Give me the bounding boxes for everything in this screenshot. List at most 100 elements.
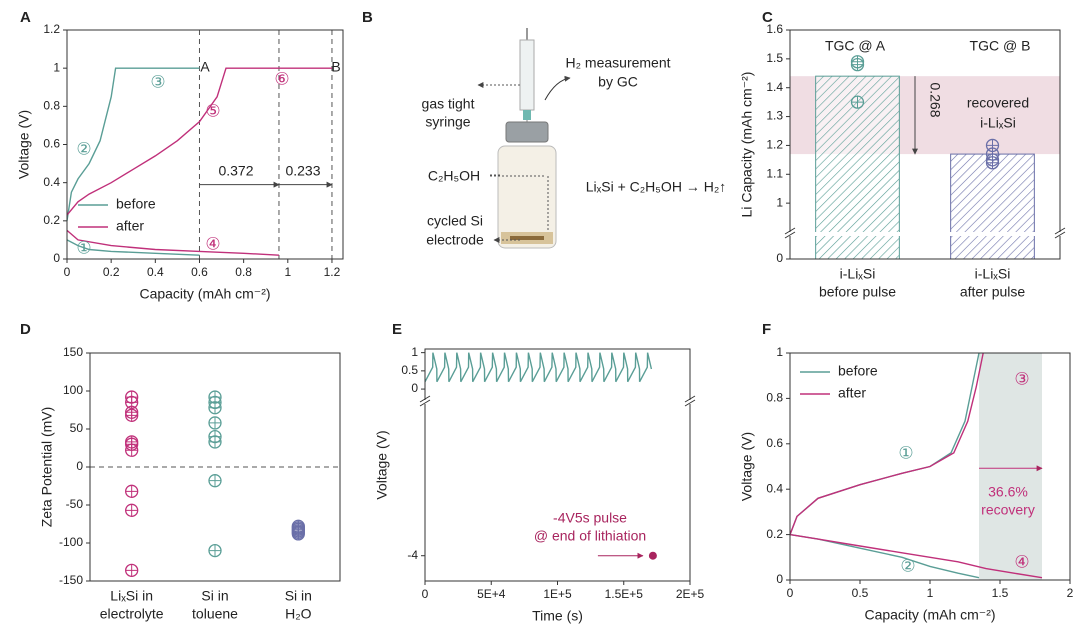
vial-cap — [505, 121, 549, 143]
axis-break-mark — [419, 395, 431, 407]
panel-c: C 0 1 1.1 1.2 1.3 1.4 1.5 1.6 Li Capacity (mAh cm… — [739, 9, 1066, 300]
y-tick-label: 1.6 — [766, 22, 783, 36]
y-tick-label: 1.5 — [766, 51, 783, 65]
x-tick-label: 0 — [422, 587, 429, 601]
shaded-region — [979, 353, 1042, 580]
panel-e: E -4 0 0.5 1 Voltage (V) 0 5E+4 1E+5 1.5E+5 2E+5 Ti… — [374, 321, 705, 624]
marker-cross — [125, 409, 138, 422]
legend-label: before — [116, 196, 156, 212]
marker-cross — [125, 444, 138, 457]
annotation: ④ — [1014, 552, 1029, 571]
data-point — [985, 156, 1000, 170]
annotation: 36.6% — [988, 484, 1028, 500]
y-tick-label: 50 — [70, 421, 84, 435]
x-tick-label: 1 — [284, 265, 291, 279]
plot-frame — [424, 348, 691, 582]
gc-arrow — [544, 75, 571, 101]
data-line — [424, 352, 653, 383]
data-point — [208, 435, 222, 449]
y-tick-label: 1.3 — [766, 109, 783, 123]
gc-label: by GC — [598, 74, 638, 90]
y-tick-label: 1.4 — [766, 80, 783, 94]
plot-frame — [789, 352, 1071, 581]
data-point — [125, 408, 139, 422]
marker-cross — [125, 504, 138, 517]
y-axis-label: Voltage (V) — [374, 430, 390, 499]
y-tick-label: 1 — [776, 195, 783, 209]
annotation: ① — [76, 238, 91, 257]
data-point — [208, 416, 222, 430]
panel-letter: C — [762, 9, 773, 26]
vial-body — [497, 145, 557, 249]
panel-letter: B — [362, 9, 373, 26]
y-tick-label: -4 — [407, 548, 418, 562]
data-line — [789, 352, 1043, 579]
x-tick-label: 0.6 — [191, 265, 208, 279]
data-point — [291, 527, 305, 541]
marker-cross — [125, 564, 138, 577]
plot-frame — [89, 352, 341, 582]
annotation: i-LiₓSi — [980, 115, 1016, 131]
x-tick-label: LiₓSi in — [110, 588, 153, 604]
y-tick-label: 1 — [776, 345, 783, 359]
y-tick-label: 100 — [63, 383, 83, 397]
data-point — [208, 474, 222, 488]
solvent-label: C₂H₅OH — [428, 168, 480, 184]
annotation: -4V5s pulse — [553, 510, 627, 526]
y-tick-label: -100 — [59, 535, 83, 549]
data-point — [850, 95, 865, 109]
syringe-tip — [523, 110, 531, 120]
y-tick-label: 0 — [76, 459, 83, 473]
x-tick-label: H₂O — [285, 606, 312, 622]
annotation: ② — [76, 139, 91, 158]
annotation: 0.268 — [927, 82, 943, 117]
axis-break-mark — [784, 227, 796, 239]
data-point — [125, 484, 139, 498]
x-tick-label: 1.2 — [324, 265, 341, 279]
annotation: 0.233 — [285, 163, 320, 179]
y-tick-label: 0 — [776, 251, 783, 265]
annotation: 0.372 — [218, 163, 253, 179]
annotation: recovered — [967, 95, 1029, 111]
y-tick-label: 1.1 — [766, 166, 783, 180]
panel-b: B H₂ measurement by GC gas tight syringe… — [362, 9, 727, 249]
marker-cross — [209, 401, 221, 414]
x-tick-label: i-LiₓSi — [975, 266, 1011, 282]
y-tick-label: 0.4 — [43, 175, 60, 189]
panel-letter: E — [392, 321, 402, 338]
y-tick-label: 1.2 — [766, 138, 783, 152]
annotation: ② — [900, 556, 915, 575]
annotation: @ end of lithiation — [534, 528, 646, 544]
panel-a: A 0 0.2 0.4 0.6 0.8 1 1.2 Voltage (V) 0 0.2 0.4 0.6 0… — [16, 9, 344, 302]
x-tick-label: 1 — [927, 586, 934, 600]
x-tick-label: 0.5 — [852, 586, 869, 600]
marker-cross — [986, 156, 999, 169]
x-tick-label: 5E+4 — [477, 587, 506, 601]
annotation: B — [331, 59, 340, 75]
data-point — [850, 57, 865, 72]
annotation: ⑤ — [205, 101, 220, 120]
y-tick-label: 0.5 — [401, 363, 418, 377]
marker-cross — [209, 416, 221, 429]
x-axis-label: Capacity (mAh cm⁻²) — [139, 286, 270, 302]
syringe-label: gas tight — [422, 96, 475, 112]
y-tick-label: 0 — [776, 572, 783, 586]
marker-cross — [209, 474, 221, 487]
legend-label: after — [116, 218, 144, 234]
annotation: ③ — [1014, 369, 1029, 388]
panel-d: D -150 -100 -50 0 50 100 150 Zeta Potential (mV)… — [20, 321, 341, 622]
x-tick-label: before pulse — [819, 284, 896, 300]
x-tick-label: 0 — [64, 265, 71, 279]
data-point — [208, 401, 222, 415]
panel-letter: D — [20, 321, 31, 338]
panel-letter: F — [762, 321, 771, 338]
x-tick-label: 1E+5 — [543, 587, 572, 601]
annotation: TGC @ B — [970, 38, 1031, 54]
equation: LiₓSi + C₂H₅OH → H₂↑ — [586, 179, 727, 195]
x-tick-label: 0.8 — [235, 265, 252, 279]
data-line — [66, 67, 332, 256]
y-tick-label: 0.8 — [43, 99, 60, 113]
x-tick-label: toluene — [192, 606, 238, 622]
y-axis-label: Zeta Potential (mV) — [39, 407, 55, 528]
